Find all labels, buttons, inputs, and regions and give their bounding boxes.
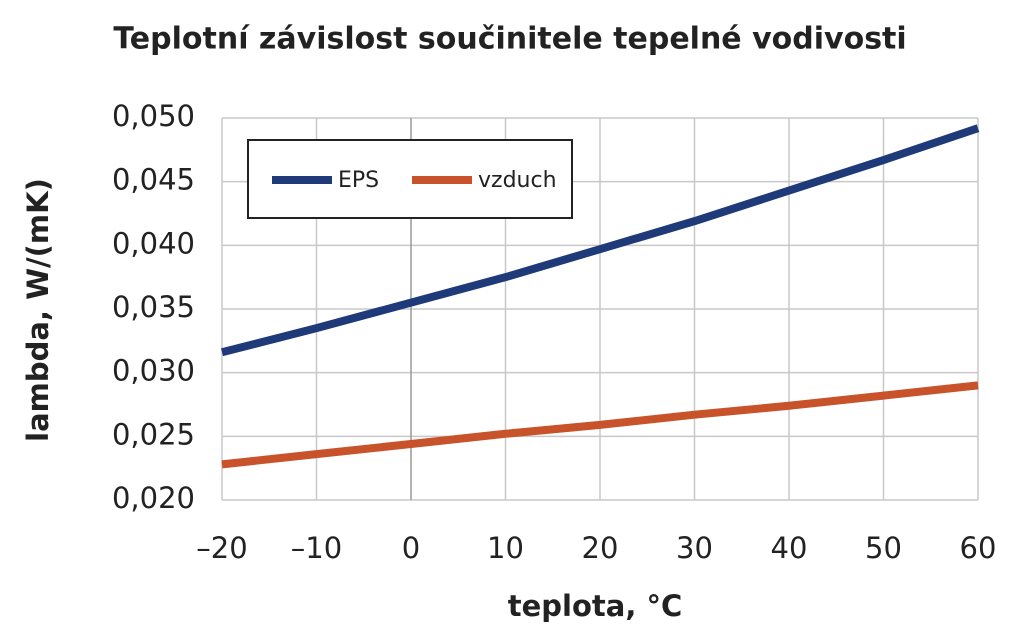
x-tick-label: –20	[196, 531, 247, 565]
x-tick-label: 40	[771, 531, 808, 565]
y-tick-label: 0,035	[112, 290, 195, 324]
legend: EPS vzduch	[247, 139, 573, 219]
x-tick-label: 30	[676, 531, 713, 565]
series-line	[221, 381, 979, 469]
x-tick-label: 10	[487, 531, 524, 565]
y-tick-label: 0,020	[112, 481, 195, 515]
x-tick-label: –10	[291, 531, 342, 565]
chart-title: Teplotní závislost součinitele tepelné v…	[113, 22, 906, 57]
y-tick-label: 0,030	[112, 354, 195, 388]
y-tick-label: 0,045	[112, 163, 195, 197]
y-tick-label: 0,025	[112, 417, 195, 451]
legend-label: EPS	[338, 168, 379, 193]
x-axis-title: teplota, °C	[508, 589, 682, 623]
y-axis-title: lambda, W/(mK)	[21, 178, 55, 442]
x-tick-label: 20	[582, 531, 619, 565]
legend-box	[247, 139, 573, 219]
x-tick-label: 0	[402, 531, 420, 565]
legend-label: vzduch	[478, 168, 557, 193]
y-tick-label: 0,050	[112, 99, 195, 133]
x-tick-label: 60	[960, 531, 997, 565]
series-line	[221, 124, 980, 357]
x-tick-label: 50	[865, 531, 902, 565]
y-tick-label: 0,040	[112, 226, 195, 260]
